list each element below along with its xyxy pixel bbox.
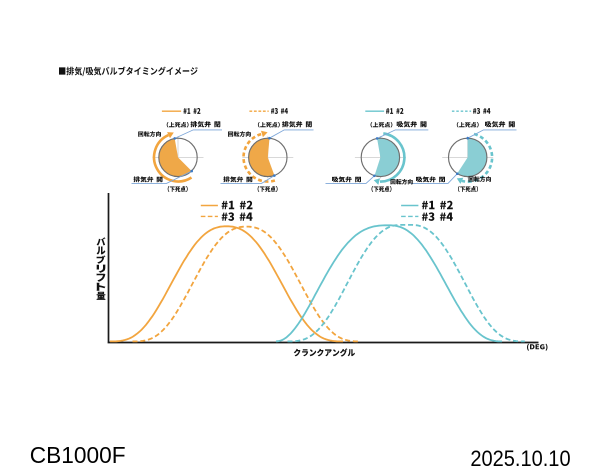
svg-text:CB1000F: CB1000F <box>30 442 126 468</box>
svg-text:2025.10.10: 2025.10.10 <box>470 446 570 471</box>
